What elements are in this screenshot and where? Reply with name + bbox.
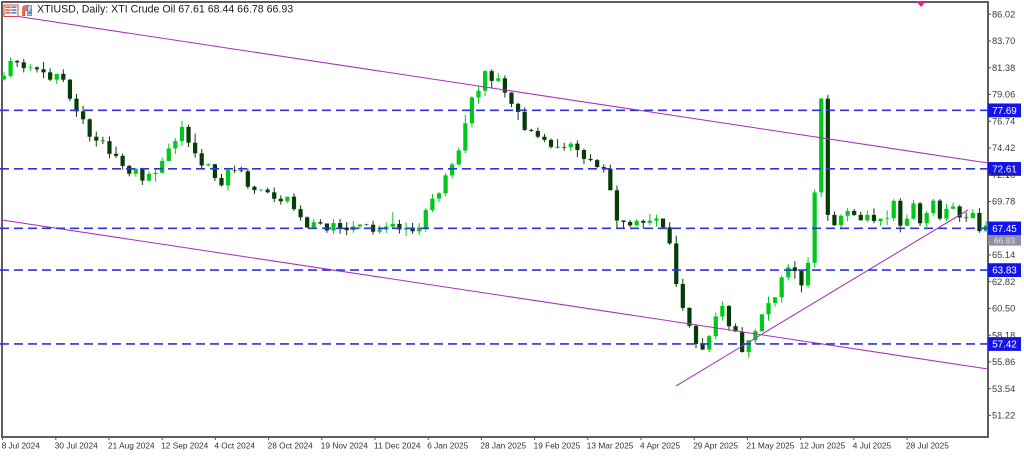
svg-text:65.14: 65.14 (992, 250, 1015, 260)
svg-text:29 Apr 2025: 29 Apr 2025 (693, 441, 738, 451)
svg-text:51.22: 51.22 (992, 411, 1015, 421)
svg-text:8 Jul 2024: 8 Jul 2024 (2, 441, 41, 451)
svg-text:19 Nov 2024: 19 Nov 2024 (321, 441, 368, 451)
svg-text:12 Jun 2025: 12 Jun 2025 (800, 441, 846, 451)
svg-text:69.78: 69.78 (992, 197, 1015, 207)
svg-text:21 May 2025: 21 May 2025 (746, 441, 794, 451)
svg-text:72.10: 72.10 (992, 170, 1015, 180)
svg-text:58.18: 58.18 (992, 330, 1015, 340)
svg-text:11 Dec 2024: 11 Dec 2024 (374, 441, 421, 451)
svg-text:76.74: 76.74 (992, 116, 1015, 126)
svg-text:81.38: 81.38 (992, 63, 1015, 73)
svg-text:79.06: 79.06 (992, 90, 1015, 100)
svg-text:62.82: 62.82 (992, 277, 1015, 287)
svg-text:60.50: 60.50 (992, 304, 1015, 314)
svg-text:13 Mar 2025: 13 Mar 2025 (587, 441, 634, 451)
svg-text:55.86: 55.86 (992, 357, 1015, 367)
svg-text:4 Apr 2025: 4 Apr 2025 (640, 441, 681, 451)
svg-text:6 Jan 2025: 6 Jan 2025 (427, 441, 468, 451)
svg-text:66.93: 66.93 (994, 235, 1015, 245)
svg-text:77.69: 77.69 (992, 106, 1017, 117)
svg-text:21 Aug 2024: 21 Aug 2024 (108, 441, 155, 451)
svg-text:28 Jul 2025: 28 Jul 2025 (906, 441, 949, 451)
svg-text:12 Sep 2024: 12 Sep 2024 (161, 441, 208, 451)
svg-text:4 Oct 2024: 4 Oct 2024 (214, 441, 255, 451)
svg-text:63.83: 63.83 (992, 266, 1017, 277)
svg-text:XTIUSD, Daily: XTI Crude Oil: XTIUSD, Daily: XTI Crude Oil 67.61 68.44… (37, 4, 293, 16)
svg-text:4 Jul 2025: 4 Jul 2025 (853, 441, 892, 451)
svg-text:67.45: 67.45 (992, 224, 1017, 235)
svg-text:30 Jul 2024: 30 Jul 2024 (55, 441, 98, 451)
svg-text:74.42: 74.42 (992, 143, 1015, 153)
svg-text:28 Jan 2025: 28 Jan 2025 (480, 441, 526, 451)
svg-text:86.02: 86.02 (992, 9, 1015, 19)
svg-text:19 Feb 2025: 19 Feb 2025 (534, 441, 581, 451)
svg-text:57.42: 57.42 (992, 340, 1017, 351)
svg-text:28 Oct 2024: 28 Oct 2024 (268, 441, 314, 451)
svg-text:83.70: 83.70 (992, 36, 1015, 46)
svg-text:53.54: 53.54 (992, 384, 1015, 394)
